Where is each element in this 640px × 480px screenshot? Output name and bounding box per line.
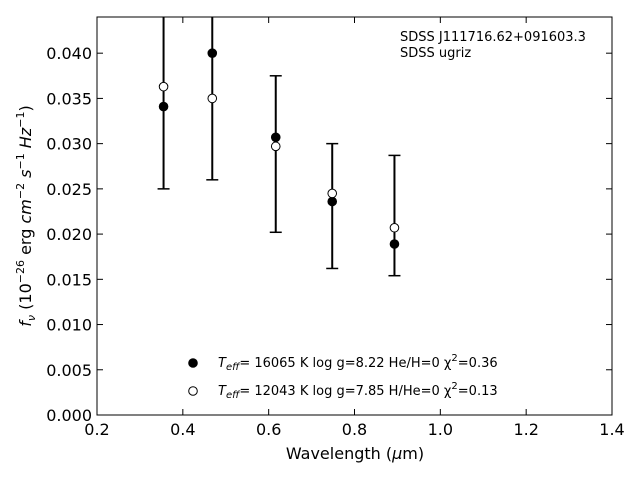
legend-marker-filled (188, 358, 198, 368)
legend-marker-open (188, 386, 198, 396)
data-point-filled (158, 101, 169, 112)
x-tick-label: 0.2 (84, 420, 109, 439)
x-tick-label: 1.2 (513, 420, 538, 439)
y-tick-label: 0.015 (46, 270, 92, 289)
data-point-open (389, 222, 400, 233)
x-tick-label: 1.0 (428, 420, 453, 439)
y-tick-label: 0.025 (46, 180, 92, 199)
data-point-open (158, 81, 169, 92)
x-tick-label: 0.6 (256, 420, 281, 439)
legend-entry-1: Teff= 16065 K log g=8.22 He/H=0 χ2=0.36 (218, 353, 498, 373)
legend-entry-2: Teff= 12043 K log g=7.85 H/He=0 χ2=0.13 (218, 381, 498, 401)
y-tick-label: 0.040 (46, 44, 92, 63)
data-point-filled (389, 239, 400, 249)
y-tick-label: 0.010 (46, 316, 92, 335)
y-tick-label: 0.035 (46, 89, 92, 108)
y-tick-label: 0.000 (46, 406, 92, 425)
legend: Teff= 16065 K log g=8.22 He/H=0 χ2=0.36 … (188, 353, 498, 401)
data-point-open (270, 141, 281, 152)
annotation-survey: SDSS ugriz (400, 46, 471, 61)
x-tick-label: 1.4 (599, 420, 624, 439)
y-axis-label: fν (10−26 erg cm−2 s−1 Hz−1) (14, 105, 38, 326)
data-point-open (327, 188, 338, 199)
data-point-open (207, 93, 218, 104)
annotation-object-name: SDSS J111716.62+091603.3 (400, 30, 586, 45)
x-axis-label: Wavelength (μm) (286, 444, 424, 463)
y-tick-label: 0.020 (46, 225, 92, 244)
data-point-filled (327, 196, 338, 207)
y-tick-label: 0.030 (46, 135, 92, 154)
y-tick-label: 0.005 (46, 361, 92, 380)
points (158, 48, 400, 249)
x-tick-label: 0.4 (170, 420, 195, 439)
data-point-filled (270, 132, 281, 143)
x-tick-label: 0.8 (342, 420, 367, 439)
data-point-filled (207, 48, 218, 58)
ticks: 0.2 0.4 0.6 0.8 1.0 1.2 1.4 0.000 0.005 0.010 0.01… (46, 17, 625, 439)
